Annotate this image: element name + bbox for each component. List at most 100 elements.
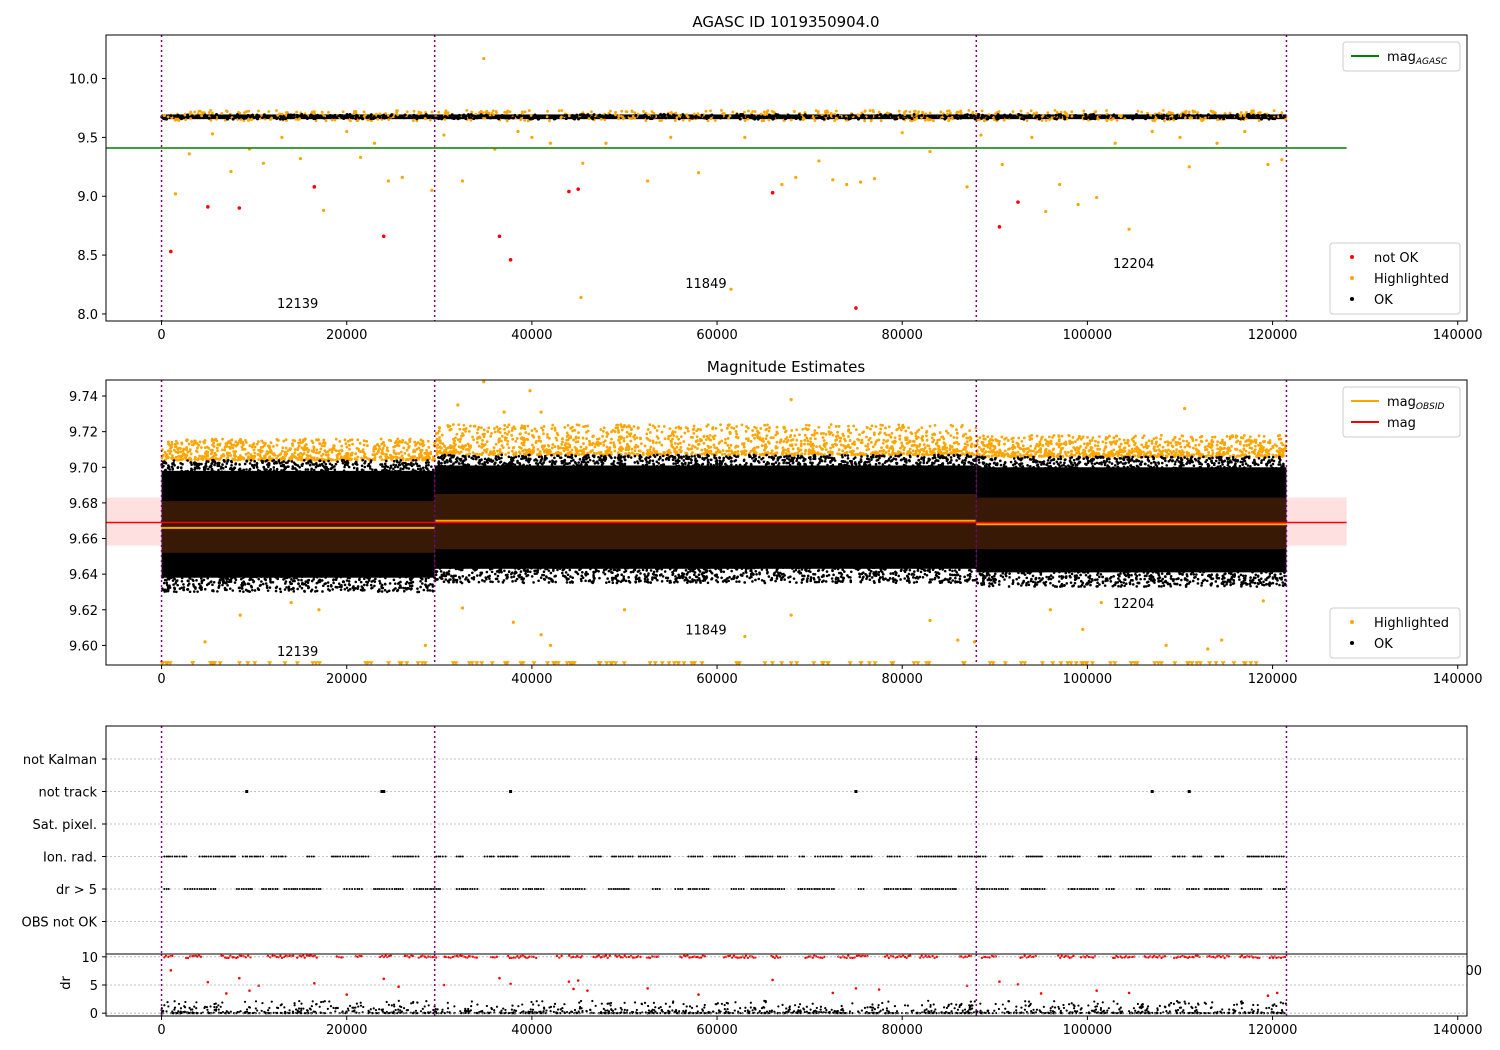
highlighted-point bbox=[257, 448, 261, 452]
highlighted-point bbox=[620, 114, 624, 118]
highlighted-point bbox=[358, 450, 362, 454]
highlighted-point bbox=[1074, 448, 1077, 452]
ok-point bbox=[427, 463, 430, 467]
highlighted-point bbox=[621, 447, 625, 451]
highlighted-point bbox=[817, 159, 821, 163]
highlighted-point bbox=[223, 448, 227, 452]
highlighted-point bbox=[700, 448, 704, 452]
top-xtick-label: 140000 bbox=[1433, 328, 1483, 343]
highlighted-point bbox=[863, 119, 867, 123]
ok-point bbox=[207, 116, 211, 120]
highlighted-point bbox=[760, 452, 764, 456]
highlighted-point bbox=[613, 430, 617, 434]
highlighted-point bbox=[398, 456, 402, 460]
ok-point bbox=[716, 115, 720, 119]
highlighted-point bbox=[496, 453, 500, 457]
ok-point bbox=[890, 115, 894, 119]
highlighted-point bbox=[564, 445, 568, 449]
highlighted-point bbox=[624, 452, 628, 456]
highlighted-point bbox=[916, 435, 920, 439]
highlighted-point bbox=[566, 423, 570, 427]
highlighted-point bbox=[1167, 448, 1170, 452]
highlighted-point bbox=[686, 426, 689, 430]
highlighted-point bbox=[1004, 436, 1008, 440]
not-ok-point bbox=[237, 206, 242, 210]
highlighted-point bbox=[1079, 437, 1083, 441]
highlighted-point bbox=[692, 427, 696, 431]
ok-point bbox=[205, 583, 209, 587]
highlighted-point bbox=[897, 423, 901, 427]
ok-point bbox=[181, 462, 184, 466]
highlighted-point bbox=[955, 111, 959, 115]
ok-point bbox=[452, 117, 456, 121]
highlighted-point bbox=[1220, 441, 1224, 445]
ok-point bbox=[175, 472, 179, 476]
ok-point bbox=[847, 117, 851, 121]
ok-point bbox=[1279, 113, 1283, 117]
ok-point bbox=[290, 460, 294, 463]
highlighted-point bbox=[920, 426, 924, 430]
ok-point bbox=[356, 467, 359, 470]
ok-point bbox=[431, 589, 434, 592]
highlighted-point bbox=[1281, 443, 1285, 447]
highlighted-point bbox=[811, 115, 815, 118]
ok-point bbox=[769, 115, 773, 119]
highlighted-point bbox=[1150, 439, 1154, 443]
highlighted-point bbox=[1106, 436, 1109, 440]
highlighted-point bbox=[466, 442, 470, 446]
highlighted-point bbox=[1060, 434, 1064, 438]
highlighted-point bbox=[360, 456, 363, 460]
highlighted-point bbox=[1225, 435, 1229, 438]
highlighted-point bbox=[472, 424, 476, 428]
ok-point bbox=[222, 579, 226, 583]
highlighted-point bbox=[307, 448, 311, 452]
highlighted-point bbox=[168, 452, 172, 455]
highlighted-point bbox=[1167, 441, 1171, 445]
top-points-legend-swatch bbox=[1350, 276, 1354, 280]
highlighted-point bbox=[1271, 453, 1275, 457]
ok-point bbox=[766, 115, 770, 119]
highlighted-point bbox=[173, 442, 177, 446]
highlighted-point bbox=[1242, 444, 1246, 447]
highlighted-point bbox=[782, 440, 786, 443]
highlighted-point bbox=[424, 452, 427, 455]
ok-point bbox=[937, 115, 941, 119]
highlighted-point bbox=[1206, 444, 1210, 448]
highlighted-point bbox=[335, 455, 339, 459]
highlighted-point bbox=[1003, 442, 1006, 446]
highlighted-point bbox=[724, 437, 727, 441]
top-obsid-label: 11849 bbox=[685, 277, 726, 292]
highlighted-point bbox=[803, 452, 807, 456]
highlighted-point bbox=[1022, 447, 1026, 451]
highlighted-point bbox=[838, 439, 842, 443]
highlighted-point bbox=[355, 119, 359, 123]
highlighted-point bbox=[199, 457, 203, 461]
highlighted-point bbox=[1152, 437, 1156, 441]
highlighted-point bbox=[926, 118, 930, 122]
ok-point bbox=[1200, 114, 1204, 118]
highlighted-point bbox=[396, 437, 400, 441]
highlighted-point bbox=[801, 427, 805, 431]
highlighted-point bbox=[871, 451, 875, 454]
ok-point bbox=[332, 114, 336, 118]
ok-point bbox=[239, 114, 243, 118]
ok-point bbox=[917, 114, 921, 118]
highlighted-point bbox=[507, 446, 511, 450]
highlighted-point bbox=[955, 431, 959, 435]
highlighted-point bbox=[914, 434, 918, 438]
highlighted-point bbox=[365, 444, 369, 448]
ok-point bbox=[472, 117, 476, 121]
highlighted-point bbox=[690, 447, 693, 450]
highlighted-point bbox=[209, 118, 213, 122]
highlighted-point bbox=[381, 446, 385, 450]
highlighted-point bbox=[957, 449, 961, 453]
highlighted-point bbox=[247, 109, 251, 113]
ok-point bbox=[175, 579, 178, 583]
ok-point bbox=[392, 459, 396, 463]
highlighted-point bbox=[915, 430, 919, 433]
highlighted-point bbox=[728, 430, 732, 434]
highlighted-point bbox=[485, 109, 489, 113]
highlighted-point bbox=[630, 427, 633, 431]
highlighted-point bbox=[1063, 450, 1067, 454]
highlighted-point bbox=[908, 447, 912, 451]
